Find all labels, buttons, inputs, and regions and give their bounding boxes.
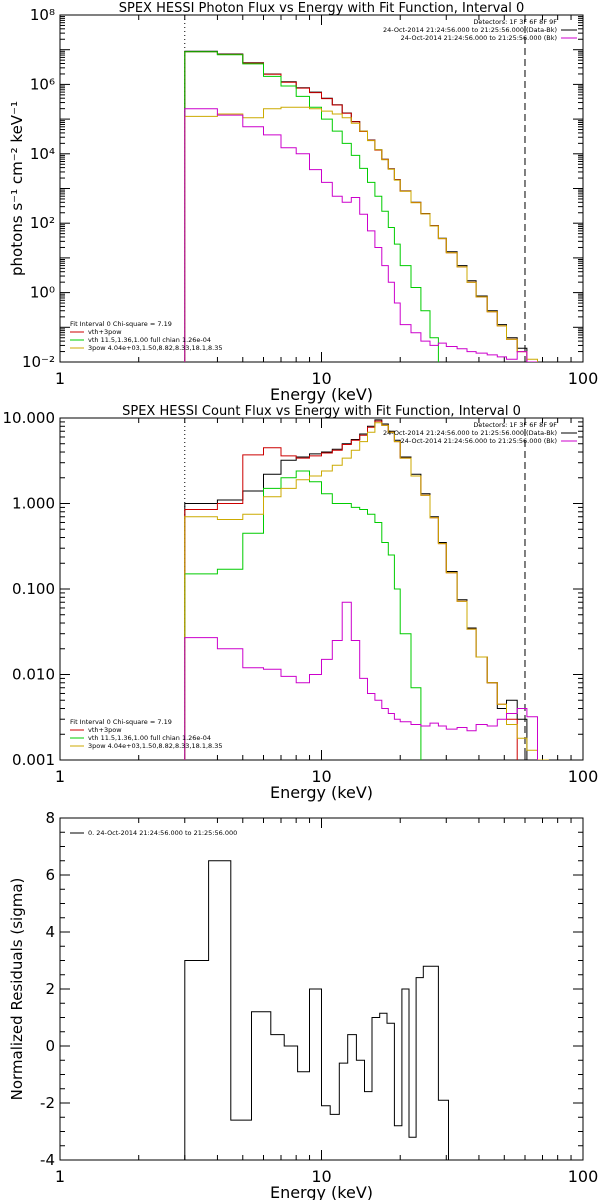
legend-entry: Fit Interval 0 Chi-square = 7.19 xyxy=(70,320,172,328)
x-tick-label: 100 xyxy=(568,767,599,786)
x-tick-label: 1 xyxy=(55,369,65,388)
legend-entry: 24-Oct-2014 21:24:56.000 to 21:25:56.000… xyxy=(401,437,557,445)
x-axis-ticks xyxy=(59,15,572,362)
y-axis-ticks xyxy=(60,421,583,761)
y-tick-label: 10⁶ xyxy=(30,75,55,93)
series-group xyxy=(184,860,449,1160)
series-5-line xyxy=(184,108,538,362)
series-group xyxy=(184,50,550,362)
y-tick-label: 0.001 xyxy=(12,751,55,769)
legend-entry: 3pow 4.04e+03,1.50,8.82,8.33,18.1,8.35 xyxy=(88,344,223,352)
x-tick-label: 1 xyxy=(55,1167,65,1186)
y-tick-label: 10⁰ xyxy=(30,284,55,302)
series-4-line xyxy=(184,106,550,362)
y-tick-label: 0 xyxy=(45,1037,55,1055)
legend-entry: Detectors: 1F 3F 6F 8F 9F xyxy=(473,421,557,429)
series-3-line xyxy=(184,470,422,760)
legend-entry: vth 11.5,1.36,1.00 full chian 1.26e-04 xyxy=(88,336,211,344)
x-tick-label: 10 xyxy=(311,767,331,786)
chart-title: SPEX HESSI Count Flux vs Energy with Fit… xyxy=(122,404,521,419)
x-axis-label: Energy (keV) xyxy=(270,783,373,802)
chart-title: SPEX HESSI Photon Flux vs Energy with Fi… xyxy=(119,1,525,16)
y-tick-label: 2 xyxy=(45,980,55,998)
series-group xyxy=(184,419,549,760)
chart-panel-3: 1 10 100 -4 -2 0 2 4 6 8 Energy (keV) Normalized Re… xyxy=(8,809,598,1200)
y-tick-label: 10² xyxy=(30,214,55,232)
legend-entry: 24-Oct-2014 21:24:56.000 to 21:25:56.000… xyxy=(383,429,557,437)
legend-entry: vth+3pow xyxy=(88,328,122,336)
y-tick-label: -4 xyxy=(40,1151,55,1169)
legend-entry: Detectors: 1F 3F 6F 8F 9F xyxy=(473,18,557,26)
y-tick-label: 4 xyxy=(45,923,55,941)
y-tick-label: 10⁴ xyxy=(30,145,55,163)
y-tick-label: 1.000 xyxy=(12,495,55,513)
y-tick-label: 10⁸ xyxy=(30,6,55,24)
y-tick-label: 10⁻² xyxy=(22,353,55,371)
x-tick-label: 100 xyxy=(568,1167,599,1186)
y-tick-label: 0.010 xyxy=(12,666,55,684)
x-axis-label: Energy (keV) xyxy=(270,385,373,404)
legend-entry: 0. 24-Oct-2014 21:24:56.000 to 21:25:56.… xyxy=(88,829,237,837)
y-axis-label: Normalized Residuals (sigma) xyxy=(8,878,26,1101)
legend-entry: vth+3pow xyxy=(88,726,122,734)
chart-panel-2: 1 10 100 0.001 0.010 0.100 1.000 10.000 SPEX HES… xyxy=(3,404,599,802)
y-tick-label: 10.000 xyxy=(3,409,56,427)
series-5-line xyxy=(184,601,538,760)
legend-entry: 3pow 4.04e+03,1.50,8.82,8.33,18.1,8.35 xyxy=(88,742,223,750)
x-tick-label: 10 xyxy=(311,1167,331,1186)
series-1-line xyxy=(184,419,528,760)
x-tick-label: 1 xyxy=(55,767,65,786)
y-axis-ticks xyxy=(60,16,583,363)
y-tick-label: 8 xyxy=(45,809,55,827)
y-axis-ticks xyxy=(60,817,583,1161)
y-tick-label: -2 xyxy=(40,1094,55,1112)
x-axis-ticks xyxy=(59,418,572,760)
series-1-line xyxy=(184,860,449,1160)
x-axis-label: Energy (keV) xyxy=(270,1183,373,1200)
series-1-line xyxy=(184,50,528,362)
legend-entry: vth 11.5,1.36,1.00 full chian 1.26e-04 xyxy=(88,734,211,742)
plot-frame xyxy=(59,14,584,363)
legend-entry: 24-Oct-2014 21:24:56.000 to 21:25:56.000… xyxy=(401,34,557,42)
y-tick-label: 0.100 xyxy=(12,580,55,598)
x-tick-label: 10 xyxy=(311,369,331,388)
x-axis-ticks xyxy=(59,818,572,1160)
legend-entry: 24-Oct-2014 21:24:56.000 to 21:25:56.000… xyxy=(383,26,557,34)
x-tick-label: 100 xyxy=(568,369,599,388)
series-2-line xyxy=(184,420,518,760)
y-axis-label: photons s⁻¹ cm⁻² keV⁻¹ xyxy=(8,101,26,276)
series-3-line xyxy=(184,51,439,362)
series-4-line xyxy=(184,422,549,760)
series-2-line xyxy=(184,51,528,362)
y-tick-label: 6 xyxy=(45,866,55,884)
chart-panel-1: 1 10 100 10⁻² 10⁰ 10² 10⁴ 10⁶ 10⁸ SPEX HESSI Phot… xyxy=(8,1,598,404)
legend-entry: Fit Interval 0 Chi-square = 7.19 xyxy=(70,718,172,726)
